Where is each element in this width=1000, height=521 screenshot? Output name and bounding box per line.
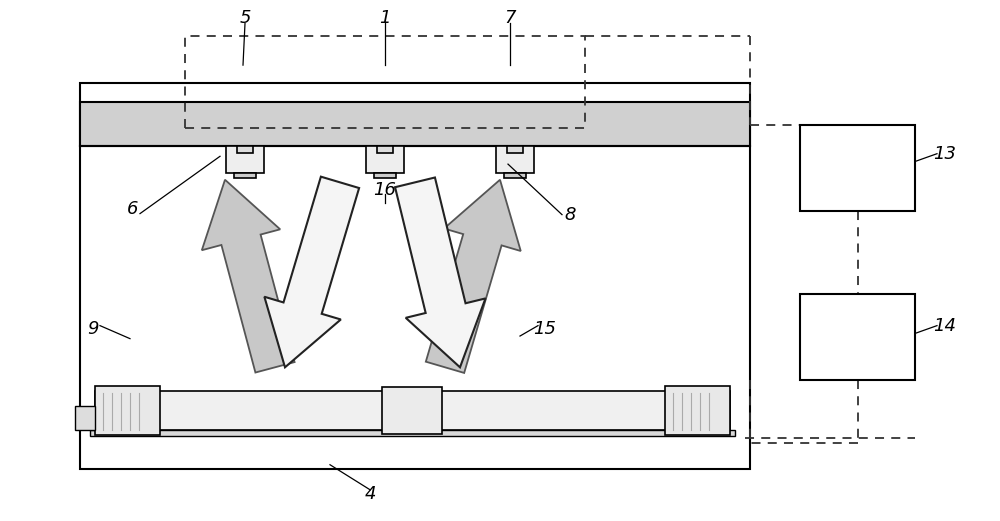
Text: 8: 8: [564, 206, 576, 224]
Bar: [507, 146, 523, 153]
Text: 5: 5: [239, 9, 251, 27]
Text: 1: 1: [379, 9, 391, 27]
Bar: [80, 83, 750, 469]
Bar: [382, 387, 442, 433]
Bar: [75, 406, 95, 430]
Bar: [95, 391, 730, 430]
Bar: [504, 173, 526, 178]
Bar: [800, 294, 915, 380]
Text: 16: 16: [374, 181, 396, 199]
Bar: [665, 386, 730, 435]
Text: 4: 4: [364, 485, 376, 503]
Text: 7: 7: [504, 9, 516, 27]
Bar: [185, 36, 585, 128]
Bar: [90, 430, 735, 436]
Text: 6: 6: [127, 201, 139, 218]
Polygon shape: [202, 180, 295, 373]
Bar: [226, 146, 264, 173]
Bar: [366, 146, 404, 173]
Text: 9: 9: [87, 320, 99, 338]
Bar: [496, 146, 534, 173]
Bar: [800, 125, 915, 211]
Bar: [237, 146, 253, 153]
Bar: [80, 102, 750, 146]
Text: 15: 15: [534, 320, 556, 338]
Polygon shape: [395, 178, 485, 367]
Bar: [374, 173, 396, 178]
Polygon shape: [264, 177, 359, 367]
Text: 13: 13: [934, 145, 956, 163]
Bar: [234, 173, 256, 178]
Bar: [377, 146, 393, 153]
Bar: [95, 386, 160, 435]
Text: 14: 14: [934, 317, 956, 334]
Polygon shape: [426, 180, 521, 373]
